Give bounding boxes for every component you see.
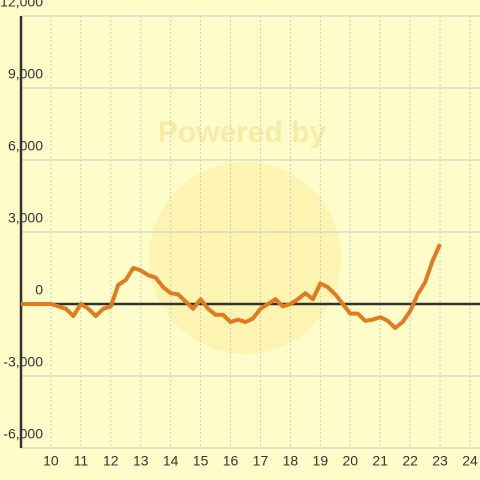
x-tick-label: 12 <box>103 453 119 469</box>
x-tick-label: 22 <box>402 453 418 469</box>
x-tick-label: 21 <box>372 453 388 469</box>
series-line <box>21 243 442 330</box>
x-tick-label: 24 <box>462 453 478 469</box>
x-tick-label: 18 <box>283 453 299 469</box>
y-tick-label: 12,000 <box>0 0 43 10</box>
y-tick-label: -3,000 <box>3 354 43 370</box>
x-tick-label: 20 <box>342 453 358 469</box>
y-tick-label: 6,000 <box>8 138 43 154</box>
x-tick-label: 19 <box>313 453 329 469</box>
y-tick-label: 9,000 <box>8 66 43 82</box>
x-tick-label: 23 <box>432 453 448 469</box>
x-tick-label: 16 <box>223 453 239 469</box>
x-tick-label: 11 <box>74 453 89 469</box>
x-tick-label: 10 <box>43 453 59 469</box>
y-tick-label: 3,000 <box>8 210 43 226</box>
x-tick-label: 13 <box>133 453 149 469</box>
y-tick-label: -6,000 <box>3 426 43 442</box>
watermark: Powered by <box>158 116 327 149</box>
x-tick-label: 14 <box>163 453 179 469</box>
x-tick-label: 15 <box>193 453 209 469</box>
x-tick-label: 17 <box>253 453 269 469</box>
watermark-logo <box>149 162 341 354</box>
y-tick-label: 0 <box>35 282 43 298</box>
